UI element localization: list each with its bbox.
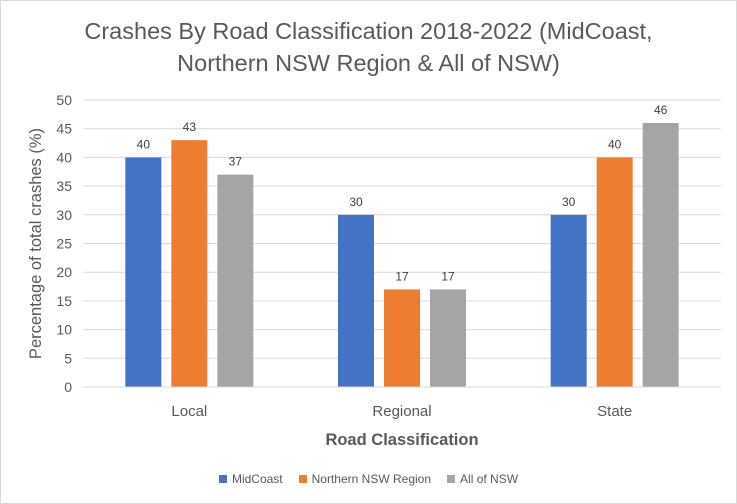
legend-swatch [218, 475, 227, 483]
data-label: 40 [137, 137, 151, 151]
bar [430, 289, 466, 387]
chart-title-line-2: Northern NSW Region & All of NSW) [177, 50, 560, 76]
y-axis-title: Percentage of total crashes (%) [27, 128, 45, 359]
x-tick-label: State [597, 403, 632, 420]
bar [217, 174, 254, 387]
chart-legend: MidCoast Northern NSW Region All of NSW [1, 472, 736, 486]
data-label: 30 [562, 195, 576, 209]
bar [171, 140, 208, 387]
bar [642, 122, 679, 388]
bar [550, 214, 587, 387]
legend-label: Northern NSW Region [311, 472, 432, 486]
legend-item: MidCoast [218, 472, 283, 486]
data-label: 43 [183, 120, 197, 134]
legend-swatch [447, 475, 456, 483]
legend-swatch [298, 475, 307, 483]
legend-item: Northern NSW Region [298, 472, 432, 486]
y-tick-label: 25 [56, 236, 72, 252]
x-tick-label: Local [171, 403, 207, 420]
chart-title-line-1: Crashes By Road Classification 2018-2022… [84, 18, 653, 44]
legend-item: All of NSW [447, 472, 518, 486]
legend-label: MidCoast [231, 472, 283, 486]
bar [596, 157, 633, 387]
bar [125, 157, 162, 387]
y-tick-label: 30 [56, 207, 72, 223]
y-tick-label: 45 [56, 121, 72, 137]
data-label: 46 [654, 103, 668, 117]
x-tick-label: Regional [372, 403, 431, 420]
data-label: 37 [229, 155, 243, 169]
x-axis-title: Road Classification [325, 431, 478, 449]
y-tick-label: 5 [64, 350, 72, 366]
y-tick-label: 20 [56, 264, 72, 280]
y-tick-label: 10 [56, 322, 72, 338]
bar-chart: 0 5 10 15 20 25 30 35 40 45 50 40 43 37 Local 30 17 17 Reg… [27, 92, 721, 449]
y-tick-label: 0 [64, 379, 72, 395]
y-tick-label: 40 [56, 149, 72, 165]
data-label: 17 [395, 269, 409, 283]
y-tick-label: 35 [56, 178, 72, 194]
bar [384, 289, 420, 387]
bar [338, 214, 374, 387]
y-tick-label: 15 [56, 293, 72, 309]
data-label: 17 [441, 269, 455, 283]
y-tick-label: 50 [56, 92, 72, 108]
chart-title: Crashes By Road Classification 2018-2022… [1, 15, 736, 79]
legend-label: All of NSW [460, 472, 519, 486]
data-label: 40 [608, 137, 622, 151]
data-label: 30 [349, 195, 363, 209]
